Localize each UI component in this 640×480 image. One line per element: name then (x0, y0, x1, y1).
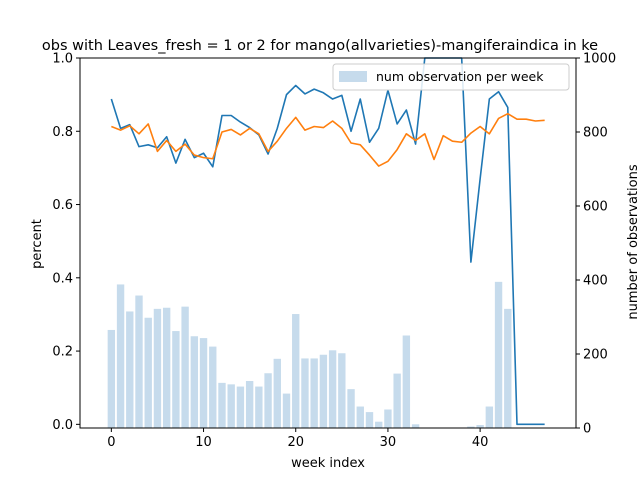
y-tick-0: 0.0 (52, 418, 80, 433)
x-tick-0: 0 (107, 428, 115, 450)
y-tick-0.2: 0.2 (52, 345, 80, 360)
y2-tick-label: 0 (583, 422, 591, 437)
line-series-1 (110, 57, 545, 426)
y2-tick-label: 200 (583, 348, 608, 363)
y-tick-label: 0.8 (52, 125, 73, 140)
bar-week-23 (319, 354, 328, 428)
y2-tick-label: 400 (583, 274, 608, 289)
bar-week-40 (476, 425, 484, 428)
bar-week-41 (485, 406, 494, 428)
bar-week-1 (116, 284, 125, 428)
bar-week-17 (264, 373, 272, 428)
bar-week-22 (310, 358, 318, 428)
x-tick-label: 40 (472, 435, 489, 450)
y2-tick-600: 600 (576, 200, 608, 215)
x-tick-label: 20 (287, 435, 304, 450)
y2-tick-label: 800 (583, 126, 608, 141)
y-tick-label: 0.2 (52, 345, 73, 360)
bar-week-13 (227, 384, 235, 428)
bar-week-30 (384, 409, 392, 428)
bar-week-5 (153, 308, 162, 428)
chart-title: obs with Leaves_fresh = 1 or 2 for mango… (42, 38, 598, 54)
bar-week-39 (467, 426, 475, 428)
bar-week-42 (494, 281, 503, 428)
x-tick-10: 10 (195, 428, 212, 450)
x-tick-label: 0 (107, 435, 115, 450)
bar-week-26 (347, 389, 355, 428)
x-tick-40: 40 (472, 428, 489, 450)
bar-week-24 (328, 350, 337, 428)
y-tick-label: 0.0 (52, 418, 73, 433)
bar-week-8 (181, 306, 189, 428)
legend-label: num observation per week (376, 69, 544, 84)
bar-week-27 (356, 406, 364, 428)
x-axis-label: week index (291, 456, 365, 471)
bar-week-2 (126, 311, 134, 428)
bar-week-3 (135, 295, 143, 428)
y2-tick-label: 600 (583, 200, 608, 215)
y-axis-label: percent (30, 219, 45, 269)
y-tick-label: 1.0 (52, 52, 73, 67)
y2-tick-0: 0 (576, 422, 591, 437)
y-tick-0.8: 0.8 (52, 125, 80, 140)
x-tick-20: 20 (287, 428, 304, 450)
bar-week-0 (107, 329, 116, 428)
y-tick-label: 0.6 (52, 198, 73, 213)
x-tick-label: 30 (380, 435, 397, 450)
bars-layer (107, 281, 512, 428)
bar-week-12 (218, 382, 226, 428)
y2-tick-label: 1000 (583, 52, 616, 67)
y2-tick-400: 400 (576, 274, 608, 289)
y-tick-label: 0.4 (52, 271, 73, 286)
line-series-2 (111, 112, 545, 167)
bar-week-14 (236, 386, 245, 428)
bar-week-20 (292, 314, 300, 428)
y2-tick-1000: 1000 (576, 52, 616, 67)
bar-week-15 (245, 381, 254, 428)
y2-tick-800: 800 (576, 126, 608, 141)
bar-week-18 (273, 358, 281, 428)
lines-layer (110, 57, 545, 426)
legend: num observation per week (332, 63, 570, 91)
bar-week-16 (255, 386, 263, 428)
y-tick-0.6: 0.6 (52, 198, 80, 213)
legend-box (332, 63, 570, 91)
y-tick-1: 1.0 (52, 52, 80, 67)
bar-week-25 (338, 353, 346, 428)
bar-week-28 (365, 412, 374, 428)
y2-tick-200: 200 (576, 348, 608, 363)
plot-frame (79, 57, 577, 429)
bar-week-33 (411, 424, 420, 428)
bar-week-43 (504, 308, 512, 428)
bar-week-10 (199, 338, 208, 428)
bar-week-7 (172, 331, 180, 428)
bar-week-19 (282, 393, 291, 428)
y2-axis-label: number of observations (626, 164, 640, 319)
bar-week-11 (209, 346, 217, 428)
bar-week-32 (402, 335, 411, 428)
bar-week-4 (144, 317, 152, 428)
x-tick-30: 30 (380, 428, 397, 450)
y-tick-0.4: 0.4 (52, 271, 80, 286)
bar-week-21 (301, 358, 309, 428)
x-tick-label: 10 (195, 435, 212, 450)
bar-week-6 (162, 307, 171, 428)
bar-week-29 (375, 421, 383, 428)
bar-week-9 (190, 336, 199, 428)
legend-swatch (339, 71, 367, 82)
axes-layer: 0 10 20 30 40 0.0 0.2 0.4 0.6 0.8 1.0 0 200 400 600 800… (52, 52, 616, 451)
bar-week-31 (393, 373, 401, 428)
